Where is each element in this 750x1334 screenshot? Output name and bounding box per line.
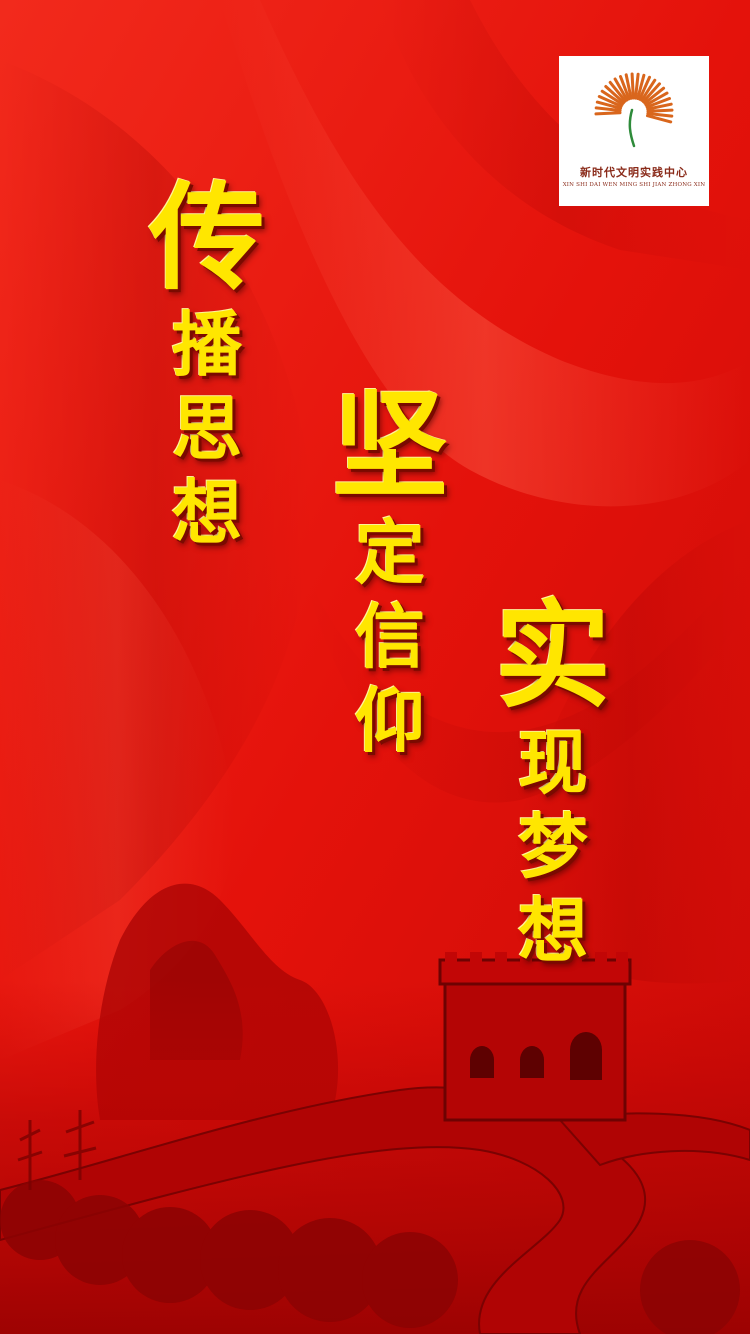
logo-ray [619, 75, 631, 101]
slogan-lead-char: 传 [149, 170, 265, 306]
logo-ray [604, 85, 626, 105]
logo-ray [638, 75, 651, 101]
logo-ray [636, 73, 646, 100]
slogan-char: 现 [518, 721, 588, 804]
slogan-column-firm-belief: 坚 定 信 仰 [320, 388, 460, 756]
slogan-column-spread-thought: 传 播 思 想 [132, 180, 282, 548]
slogan-char: 信 [355, 595, 425, 678]
watchtower-icon [438, 952, 632, 1122]
slogan-char: 梦 [518, 805, 588, 888]
slogan-lead-char: 坚 [332, 378, 448, 514]
slogan-char: 想 [518, 889, 588, 972]
slogan-char: 思 [172, 387, 242, 470]
logo-sunburst-icon [594, 72, 674, 148]
logo-ray [646, 114, 673, 124]
logo-ray [640, 78, 657, 102]
trees-icon [0, 1180, 740, 1334]
logo-ray [630, 72, 635, 100]
logo-ray [600, 89, 624, 106]
logo-card: 新时代文明实践中心 XIN SHI DAI WEN MING SHI JIAN … [559, 56, 709, 206]
logo-ray [595, 100, 622, 110]
logo-ray [643, 86, 666, 105]
logo-ray [624, 73, 633, 100]
logo-ray [646, 112, 674, 118]
logo-title: 新时代文明实践中心 [580, 166, 688, 179]
logo-ray [646, 108, 674, 113]
logo-ray [641, 82, 661, 104]
logo-ray [644, 91, 669, 107]
logo-ray [645, 97, 671, 109]
slogan-lead-char: 实 [495, 588, 611, 724]
logo-ray [608, 80, 627, 103]
slogan-column-realize-dream: 实 现 梦 想 [488, 598, 618, 966]
logo-ray [613, 77, 629, 102]
logo-ray [634, 72, 640, 100]
logo-ray [646, 102, 673, 111]
logo-ray [594, 111, 622, 116]
logo-ray [597, 95, 623, 108]
logo-subtitle: XIN SHI DAI WEN MING SHI JIAN ZHONG XIN [562, 182, 706, 188]
slogan-char: 仰 [355, 679, 425, 762]
logo-ray [594, 106, 622, 112]
wall-path [0, 1086, 647, 1334]
slogan-char: 想 [172, 471, 242, 554]
slogan-char: 播 [172, 303, 242, 386]
great-wall-illustration [0, 883, 750, 1334]
slogan-char: 定 [355, 511, 425, 594]
